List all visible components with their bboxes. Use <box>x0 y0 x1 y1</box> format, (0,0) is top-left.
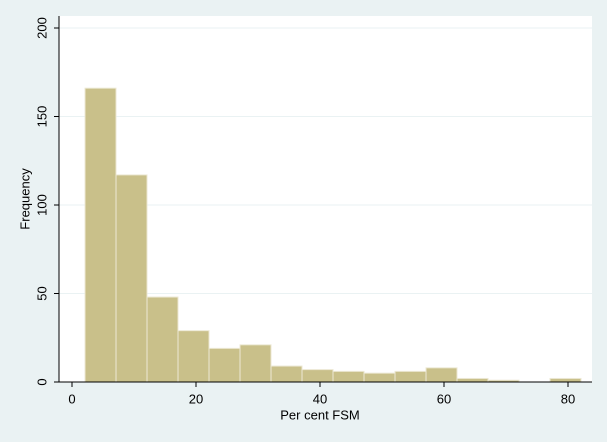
bar <box>425 367 458 383</box>
x-tick-label: 20 <box>189 391 203 406</box>
bar <box>270 365 303 383</box>
bar <box>549 377 582 383</box>
y-tick-label: 200 <box>34 17 49 39</box>
y-tick-label: 0 <box>34 378 49 385</box>
bar <box>239 344 272 383</box>
x-tick-label: 40 <box>313 391 327 406</box>
bar <box>115 174 148 383</box>
x-tick-label: 0 <box>68 391 75 406</box>
bar <box>146 296 179 383</box>
bar <box>208 347 241 383</box>
y-tick-label: 150 <box>34 106 49 128</box>
x-axis-label: Per cent FSM <box>280 407 359 422</box>
bar <box>394 370 427 383</box>
x-tick-label: 80 <box>561 391 575 406</box>
y-tick-label: 100 <box>34 194 49 216</box>
y-axis-label: Frequency <box>17 168 32 230</box>
bar <box>177 330 210 383</box>
bar <box>84 87 117 383</box>
bar <box>332 370 365 383</box>
bar <box>363 372 396 383</box>
y-tick-label: 50 <box>34 286 49 300</box>
x-tick-label: 60 <box>437 391 451 406</box>
bar <box>301 369 334 383</box>
bar <box>456 377 489 383</box>
